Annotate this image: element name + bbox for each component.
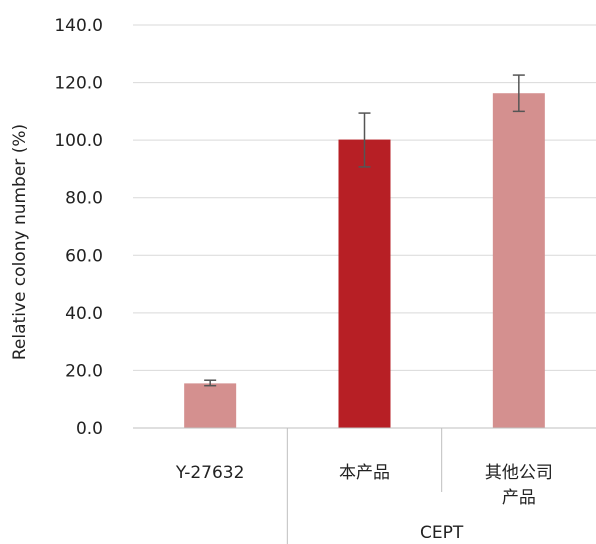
category-label: Y-27632 bbox=[175, 463, 245, 483]
category-label: 其他公司产品 bbox=[485, 463, 553, 508]
bar bbox=[492, 93, 545, 429]
bar bbox=[184, 383, 237, 428]
y-tick-label: 140.0 bbox=[54, 16, 103, 36]
bars bbox=[184, 93, 545, 429]
error-bar bbox=[358, 112, 371, 168]
error-bar bbox=[512, 74, 525, 113]
y-tick-label: 60.0 bbox=[65, 246, 103, 266]
y-axis-title: Relative colony number (%) bbox=[10, 124, 30, 360]
error-bar bbox=[204, 379, 217, 387]
y-tick-labels: 0.0 20.0 40.0 60.0 80.0 100.0 120.0 140.0 bbox=[54, 16, 103, 439]
error-bars bbox=[204, 74, 525, 387]
category-label: 本产品 bbox=[339, 463, 390, 483]
bar bbox=[338, 139, 391, 428]
y-tick-label: 100.0 bbox=[54, 131, 103, 151]
y-tick-label: 40.0 bbox=[65, 304, 103, 324]
y-tick-label: 120.0 bbox=[54, 74, 103, 94]
y-tick-label: 0.0 bbox=[76, 419, 103, 439]
y-tick-label: 20.0 bbox=[65, 361, 103, 381]
x-axis: Y-27632 本产品 其他公司产品 CEPT bbox=[133, 427, 596, 544]
group-label: CEPT bbox=[420, 523, 464, 543]
y-tick-label: 80.0 bbox=[65, 189, 103, 209]
